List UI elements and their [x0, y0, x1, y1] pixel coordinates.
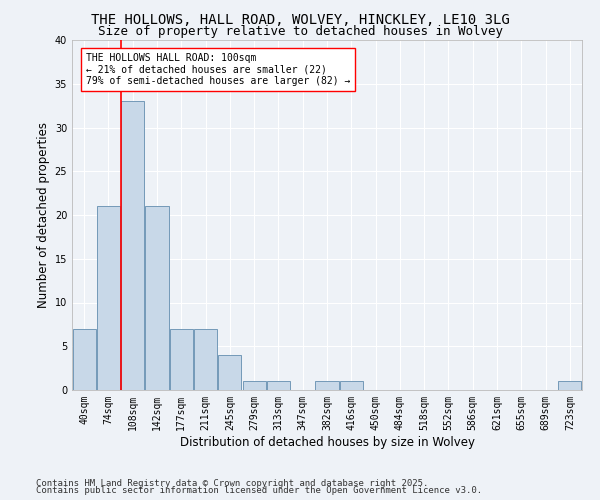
Bar: [340, 381, 363, 390]
Bar: [218, 355, 241, 390]
Bar: [121, 101, 144, 390]
Bar: [316, 381, 338, 390]
X-axis label: Distribution of detached houses by size in Wolvey: Distribution of detached houses by size …: [179, 436, 475, 448]
Bar: [559, 381, 581, 390]
Bar: [145, 206, 169, 390]
Text: Size of property relative to detached houses in Wolvey: Size of property relative to detached ho…: [97, 25, 503, 38]
Bar: [73, 329, 95, 390]
Bar: [194, 329, 217, 390]
Text: Contains HM Land Registry data © Crown copyright and database right 2025.: Contains HM Land Registry data © Crown c…: [36, 478, 428, 488]
Y-axis label: Number of detached properties: Number of detached properties: [37, 122, 50, 308]
Bar: [242, 381, 266, 390]
Text: THE HOLLOWS, HALL ROAD, WOLVEY, HINCKLEY, LE10 3LG: THE HOLLOWS, HALL ROAD, WOLVEY, HINCKLEY…: [91, 12, 509, 26]
Bar: [97, 206, 120, 390]
Text: Contains public sector information licensed under the Open Government Licence v3: Contains public sector information licen…: [36, 486, 482, 495]
Bar: [170, 329, 193, 390]
Bar: [267, 381, 290, 390]
Text: THE HOLLOWS HALL ROAD: 100sqm
← 21% of detached houses are smaller (22)
79% of s: THE HOLLOWS HALL ROAD: 100sqm ← 21% of d…: [86, 53, 350, 86]
